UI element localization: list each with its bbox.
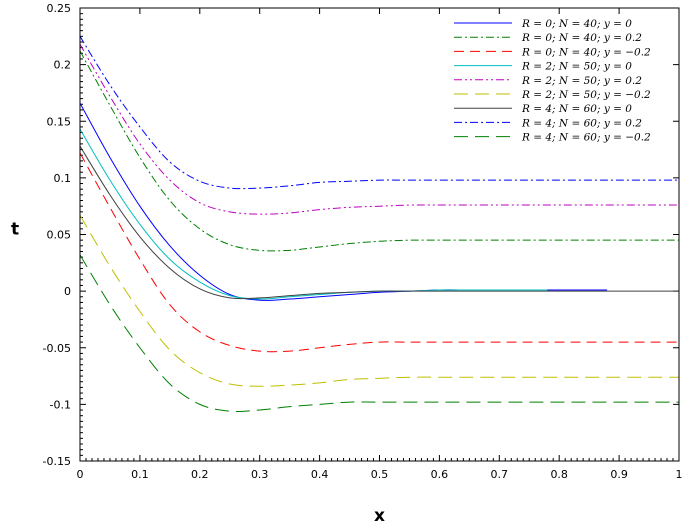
legend-label-4: R = 2; N = 50; y = 0 — [521, 61, 632, 73]
x-tick-label: 0.3 — [251, 468, 269, 481]
x-axis-title: x — [374, 506, 385, 524]
series-line-2 — [79, 50, 679, 252]
y-tick-label: 0.15 — [47, 115, 72, 128]
x-tick-label: 0.5 — [371, 468, 389, 481]
series-line-9 — [79, 254, 679, 412]
legend-label-1: R = 0; N = 40; y = 0 — [521, 18, 632, 30]
series-line-3 — [79, 152, 679, 353]
legend-label-3: R = 0; N = 40; y = −0.2 — [521, 46, 651, 58]
x-tick-label: 0.7 — [491, 468, 509, 481]
series-line-6 — [79, 214, 679, 387]
x-tick-label: 0.2 — [191, 468, 209, 481]
x-tick-label: 0.1 — [131, 468, 149, 481]
y-tick-label: 0.05 — [47, 229, 72, 242]
y-axis-title: t — [11, 220, 19, 240]
legend-label-5: R = 2; N = 50; y = 0.2 — [521, 75, 642, 87]
legend: R = 0; N = 40; y = 0 R = 0; N = 40; y = 0… — [454, 18, 651, 144]
x-tick-label: 0.9 — [610, 468, 628, 481]
y-tick-label: 0.2 — [54, 59, 72, 72]
y-tick-label: -0.15 — [43, 455, 71, 468]
series-layer — [79, 36, 679, 412]
legend-label-8: R = 4; N = 60; y = 0.2 — [521, 117, 642, 129]
x-tick-label: 1 — [676, 468, 683, 481]
plot-frame — [79, 7, 680, 462]
y-tick-label: 0.25 — [47, 2, 72, 15]
series-line-7 — [79, 145, 679, 300]
x-tick-label: 0.4 — [311, 468, 329, 481]
x-tick-label: 0.6 — [431, 468, 449, 481]
y-tick-label: -0.1 — [50, 398, 71, 411]
series-line-4 — [79, 128, 548, 300]
tick-layer: 0 0.1 0.2 0.3 0.4 0.5 0.6 0.7 0.8 0.9 1 -0.15 -0.1 -0… — [43, 2, 683, 481]
x-tick-label: 0.8 — [550, 468, 568, 481]
y-tick-label: 0 — [64, 285, 71, 298]
legend-label-7: R = 4; N = 60; y = 0 — [521, 103, 632, 115]
x-tick-label: 0 — [77, 468, 84, 481]
y-tick-label: 0.1 — [54, 172, 72, 185]
y-tick-label: -0.05 — [43, 342, 71, 355]
legend-label-9: R = 4; N = 60; y = −0.2 — [521, 132, 651, 144]
legend-label-6: R = 2; N = 50; y = −0.2 — [521, 89, 651, 101]
series-line-8 — [79, 36, 679, 190]
series-line-5 — [79, 43, 679, 215]
legend-label-2: R = 0; N = 40; y = 0.2 — [521, 32, 642, 44]
